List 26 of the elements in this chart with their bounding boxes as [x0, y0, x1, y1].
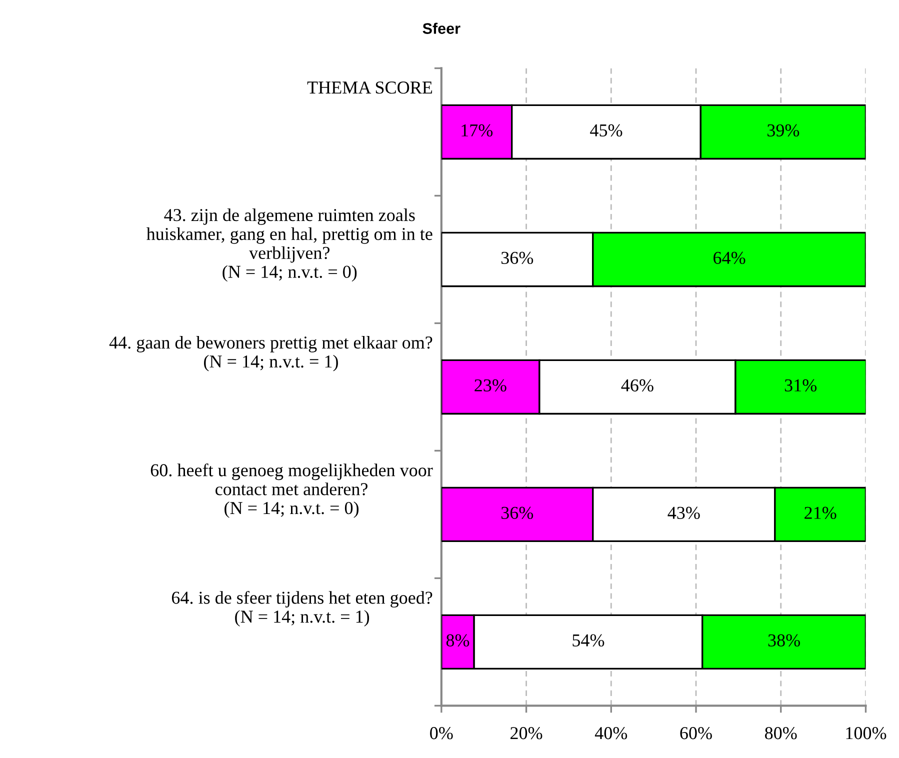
data-label: 36% [501, 506, 534, 520]
data-label: 17% [462, 124, 493, 137]
data-label: 39% [768, 124, 800, 137]
data-label: 21% [804, 506, 836, 520]
y-tick-label: 43. zijn de algemene ruimten zoals huiskamer, gang en hal, prettig om in te verblijven? (N = 14; n.v.t. = 0) [146, 208, 432, 282]
y-tick-label: THEMA SCORE [307, 82, 432, 94]
data-label: 64% [714, 252, 746, 264]
x-tick-label: 40% [594, 727, 628, 740]
x-tick-label: 20% [510, 727, 542, 740]
x-tick-label: 60% [680, 727, 712, 740]
data-label: 8% [446, 634, 470, 647]
x-tick-label: 100% [846, 727, 886, 740]
data-label: 36% [501, 252, 534, 264]
data-label: 46% [621, 379, 654, 392]
data-label: 38% [768, 634, 800, 647]
data-label: 31% [784, 379, 817, 392]
x-tick-label: 80% [765, 727, 797, 740]
data-label: 23% [474, 379, 506, 392]
chart-title: Sfeer [422, 22, 460, 34]
data-label: 54% [572, 634, 604, 647]
x-tick-label: 0% [430, 727, 453, 740]
y-tick-label: 64. is de sfeer tijdens het eten goed? (N = 14; n.v.t. = 1) [172, 590, 432, 626]
data-label: 45% [590, 124, 622, 137]
y-tick-label: 60. heeft u genoeg mogelijkheden voor contact met anderen? (N = 14; n.v.t. = 0) [150, 463, 433, 518]
y-tick-label: 44. gaan de bewoners prettig met elkaar om? (N = 14; n.v.t. = 1) [109, 336, 432, 372]
data-label: 43% [668, 506, 700, 520]
